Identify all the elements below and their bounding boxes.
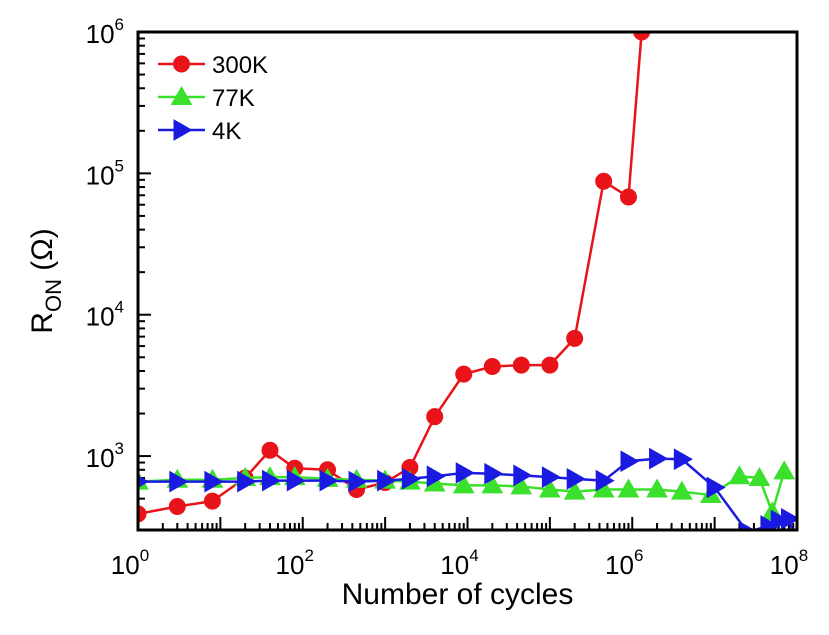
y-axis-title-subscript: ON: [41, 279, 66, 312]
data-point: [512, 356, 530, 374]
legend-item-300K: 300K: [158, 52, 268, 79]
series-4K: [138, 447, 797, 530]
data-point: [728, 465, 751, 485]
data-point: [739, 521, 755, 530]
legend-marker: [170, 85, 193, 105]
data-point: [483, 358, 501, 376]
data-point: [706, 476, 726, 499]
y-tick-label: 105: [86, 156, 124, 190]
data-point: [286, 469, 306, 492]
data-point: [510, 475, 533, 495]
legend: 300K 77K 4K: [158, 52, 268, 145]
data-point: [261, 441, 279, 459]
data-point: [620, 450, 640, 473]
data-point: [203, 492, 221, 510]
legend-label: 77K: [212, 85, 255, 112]
data-point: [401, 468, 421, 490]
data-point: [452, 474, 475, 494]
x-tick-label: 100: [111, 546, 149, 580]
x-tick-label: 102: [276, 546, 314, 580]
data-point: [237, 470, 257, 493]
data-point: [566, 468, 586, 490]
legend-item-77K: 77K: [158, 85, 255, 112]
plot-area: [138, 32, 797, 530]
axes: 100 102 104 106 108 103 104 105 106: [86, 15, 809, 580]
data-point: [426, 408, 444, 426]
x-tick-label: 106: [605, 546, 643, 580]
data-point: [261, 469, 281, 492]
data-point: [619, 188, 637, 206]
series-300K: [138, 32, 651, 523]
data-point: [484, 462, 504, 485]
data-point: [748, 466, 771, 486]
data-point: [595, 469, 615, 492]
y-axis-title: RON (Ω): [26, 228, 66, 333]
y-tick-label: 106: [86, 15, 124, 49]
data-point: [168, 497, 186, 515]
data-point: [319, 469, 339, 492]
y-tick-label: 104: [86, 298, 124, 332]
y-axis-title-base: R: [26, 312, 59, 334]
data-point: [455, 365, 473, 383]
data-point: [773, 460, 796, 480]
data-point: [138, 505, 147, 523]
data-point: [673, 448, 693, 471]
data-point: [670, 480, 693, 500]
data-point: [781, 507, 797, 530]
legend-label: 4K: [212, 118, 241, 145]
legend-item-4K: 4K: [158, 118, 241, 145]
data-point: [563, 480, 586, 500]
data-point: [633, 32, 651, 41]
x-tick-label: 104: [440, 546, 478, 580]
data-point: [513, 464, 533, 487]
data-point: [541, 466, 561, 488]
data-point: [455, 462, 475, 484]
data-point: [541, 356, 559, 374]
data-point: [595, 172, 613, 190]
legend-marker: [173, 119, 193, 141]
x-tick-label: 108: [770, 546, 808, 580]
x-axis-title: Number of cycles: [342, 578, 574, 611]
data-point: [649, 447, 669, 470]
data-point: [348, 470, 368, 493]
y-axis-title-unit: (Ω): [26, 228, 59, 279]
data-point: [617, 478, 640, 498]
legend-label: 300K: [212, 52, 268, 79]
data-point: [646, 478, 668, 498]
plot-frame: [136, 30, 799, 532]
data-point: [426, 465, 446, 488]
y-tick-label: 103: [86, 439, 124, 473]
data-point: [481, 474, 504, 494]
data-point: [169, 470, 189, 493]
data-point: [566, 329, 584, 347]
legend-marker: [173, 55, 190, 73]
data-point: [539, 478, 561, 498]
data-point: [770, 509, 790, 530]
data-point: [377, 469, 397, 492]
data-point: [204, 470, 224, 493]
